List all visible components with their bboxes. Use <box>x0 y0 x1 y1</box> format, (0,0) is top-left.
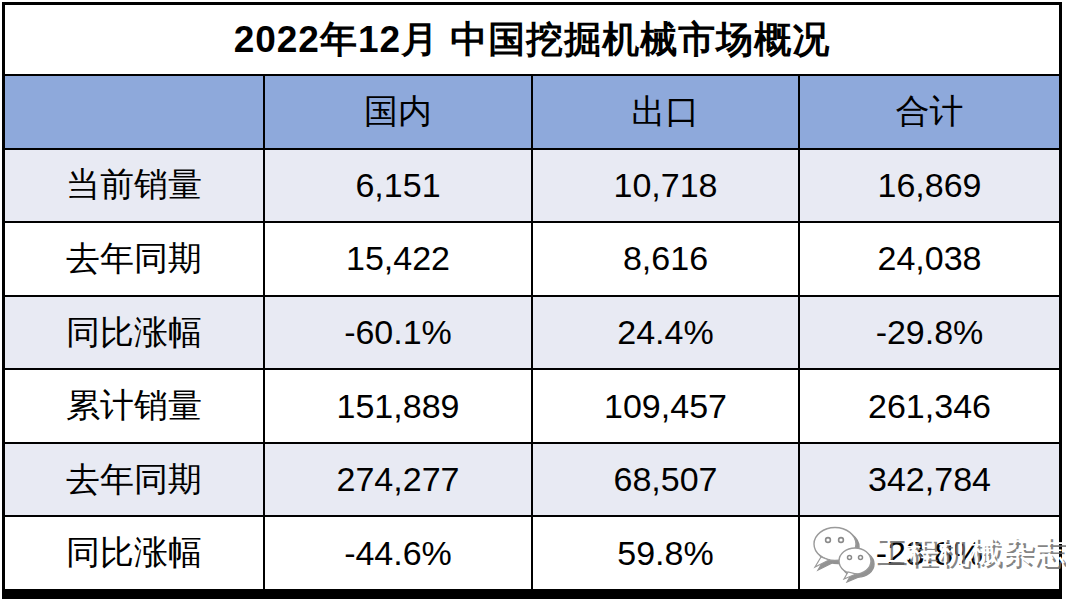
row-label: 同比涨幅 <box>5 517 263 589</box>
row-label: 累计销量 <box>5 370 263 442</box>
cell-value: -44.6% <box>263 517 531 589</box>
cell-value: 8,616 <box>531 223 798 295</box>
header-cell-domestic: 国内 <box>263 76 531 148</box>
table-header-row: 国内 出口 合计 <box>5 74 1059 148</box>
table-row-yoy-change: 同比涨幅 -60.1% 24.4% -29.8% <box>5 295 1059 369</box>
cell-value: 342,784 <box>798 444 1059 516</box>
table-row-last-year-same-period: 去年同期 15,422 8,616 24,038 <box>5 221 1059 295</box>
table-page: 2022年12月 中国挖掘机械市场概况 国内 出口 合计 当前销量 6,151 … <box>0 0 1066 601</box>
cell-value: 6,151 <box>263 150 531 222</box>
cell-value: 261,346 <box>798 370 1059 442</box>
header-cell-total: 合计 <box>798 76 1059 148</box>
cell-value: 15,422 <box>263 223 531 295</box>
cell-value: -23.8% <box>798 517 1059 589</box>
cell-value: 109,457 <box>531 370 798 442</box>
cell-value: 68,507 <box>531 444 798 516</box>
cell-value: -60.1% <box>263 297 531 369</box>
page-title: 2022年12月 中国挖掘机械市场概况 <box>234 15 831 65</box>
cell-value: 24.4% <box>531 297 798 369</box>
cell-value: -29.8% <box>798 297 1059 369</box>
market-overview-table: 2022年12月 中国挖掘机械市场概况 国内 出口 合计 当前销量 6,151 … <box>2 2 1062 599</box>
row-label: 去年同期 <box>5 444 263 516</box>
cell-value: 59.8% <box>531 517 798 589</box>
table-row-cumulative-yoy-change: 同比涨幅 -44.6% 59.8% -23.8% <box>5 515 1059 589</box>
cell-value: 151,889 <box>263 370 531 442</box>
table-row-current-sales: 当前销量 6,151 10,718 16,869 <box>5 148 1059 222</box>
header-cell-empty <box>5 76 263 148</box>
cell-value: 274,277 <box>263 444 531 516</box>
header-cell-export: 出口 <box>531 76 798 148</box>
row-label: 去年同期 <box>5 223 263 295</box>
table-title-row: 2022年12月 中国挖掘机械市场概况 <box>5 5 1059 74</box>
cell-value: 16,869 <box>798 150 1059 222</box>
table-row-last-year-cumulative: 去年同期 274,277 68,507 342,784 <box>5 442 1059 516</box>
cell-value: 24,038 <box>798 223 1059 295</box>
row-label: 当前销量 <box>5 150 263 222</box>
row-label: 同比涨幅 <box>5 297 263 369</box>
cell-value: 10,718 <box>531 150 798 222</box>
table-row-cumulative-sales: 累计销量 151,889 109,457 261,346 <box>5 368 1059 442</box>
